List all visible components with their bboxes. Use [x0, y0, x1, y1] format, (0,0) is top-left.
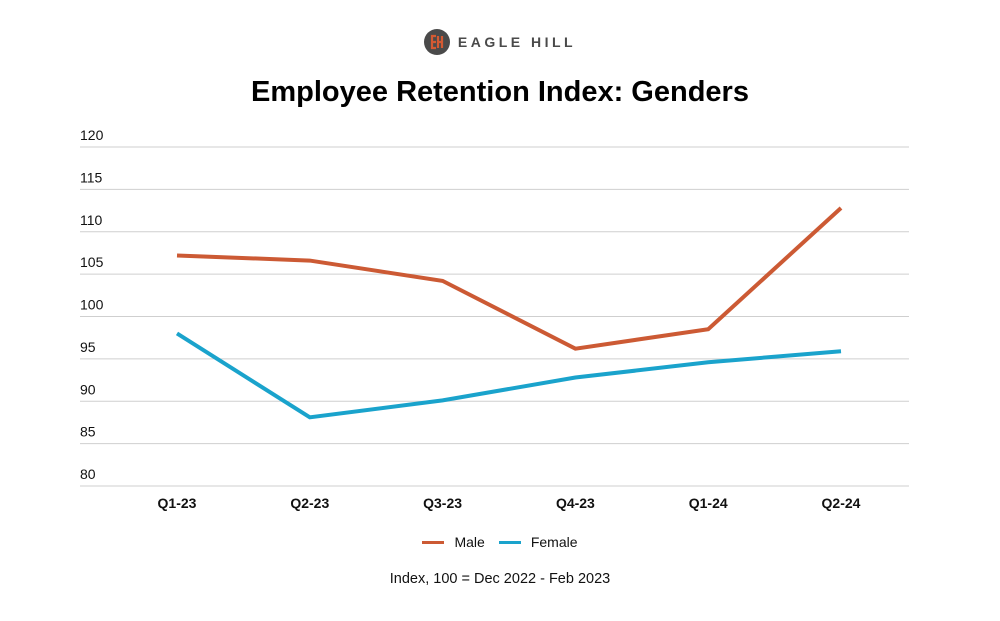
- y-tick-label: 115: [80, 169, 103, 185]
- y-tick-label: 80: [80, 466, 96, 482]
- legend-label-male: Male: [454, 534, 485, 550]
- legend-swatch-female: [498, 540, 521, 544]
- chart-annotation: Index, 100 = Dec 2022 - Feb 2023: [389, 571, 611, 587]
- legend-item-female: Female: [498, 534, 578, 550]
- legend-label-female: Female: [530, 534, 578, 550]
- x-tick-label: Q2-24: [822, 495, 861, 511]
- legend: Male Female: [0, 534, 1000, 550]
- legend-swatch-male: [422, 540, 445, 544]
- legend-item-male: Male: [422, 534, 485, 550]
- gridlines: [80, 146, 909, 487]
- series-lines: [175, 206, 843, 420]
- y-tick-label: 85: [80, 424, 96, 440]
- x-tick-label: Q3-23: [423, 495, 462, 511]
- brand-name: EAGLE HILL: [457, 34, 577, 50]
- y-axis-ticks: 80 85 90 95 100 105 110 115 120: [80, 127, 104, 482]
- x-tick-label: Q1-24: [689, 495, 728, 511]
- x-tick-label: Q4-23: [556, 495, 595, 511]
- x-axis-ticks: Q1-23 Q2-23 Q3-23 Q4-23 Q1-24 Q2-24: [158, 495, 861, 511]
- brand-logo: EAGLE HILL: [0, 29, 1000, 55]
- x-tick-label: Q1-23: [158, 495, 197, 511]
- series-line-female: [175, 331, 842, 420]
- y-tick-label: 105: [80, 254, 104, 270]
- y-tick-label: 110: [80, 212, 103, 228]
- y-tick-label: 100: [80, 297, 104, 313]
- chart-title: Employee Retention Index: Genders: [251, 76, 749, 108]
- eagle-hill-logo-icon: [423, 29, 450, 55]
- y-tick-label: 95: [80, 339, 96, 355]
- x-tick-label: Q2-23: [290, 495, 329, 511]
- y-tick-label: 120: [80, 127, 104, 143]
- series-line-male: [176, 206, 843, 351]
- y-tick-label: 90: [80, 381, 96, 397]
